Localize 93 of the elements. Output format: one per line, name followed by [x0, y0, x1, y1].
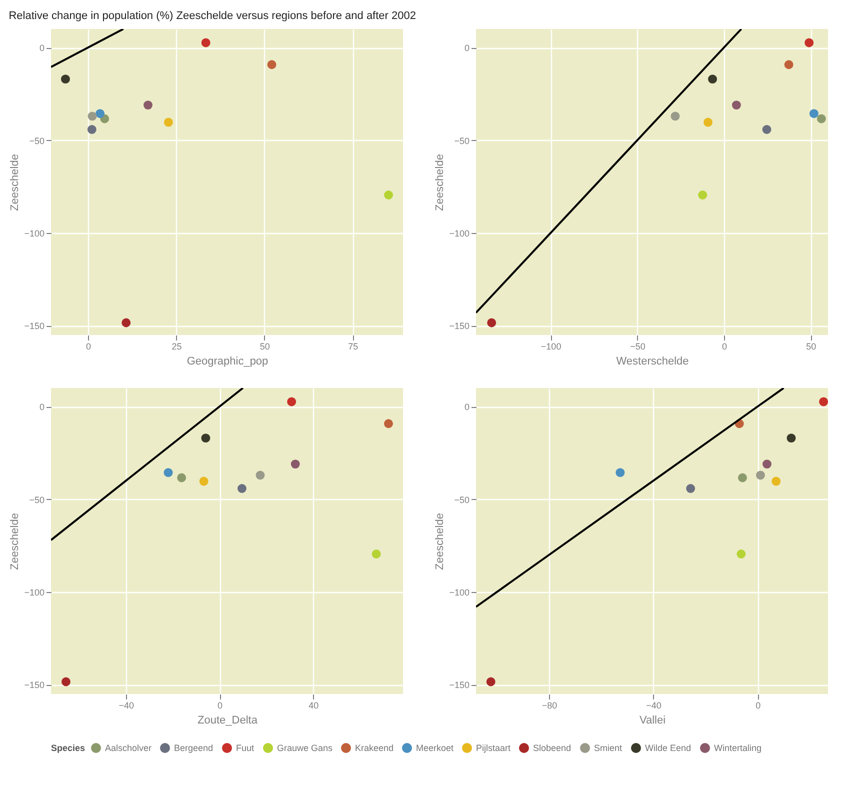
point [762, 460, 772, 468]
legend-label: Fuut [236, 743, 255, 753]
y-tick-label: −150 [449, 321, 470, 332]
point [784, 60, 794, 70]
point [164, 118, 173, 127]
point [616, 468, 625, 478]
legend-label: Meerkoet [416, 743, 454, 753]
x-axis-title: Zoute_Delta [198, 714, 258, 726]
legend-label: Wintertaling [714, 743, 762, 753]
y-tick-label: −50 [454, 494, 470, 505]
y-axis-title: Zeeschelde [434, 513, 446, 570]
x-tick-label: −40 [118, 700, 134, 710]
point [201, 38, 210, 48]
y-tick-label: −50 [29, 136, 44, 146]
x-axis-title: Westerschelde [616, 356, 689, 368]
x-tick-label: −80 [542, 700, 558, 710]
y-tick-label: 0 [464, 402, 470, 412]
legend-label: Wilde Eend [645, 743, 692, 753]
point [708, 74, 717, 84]
x-tick-label: 0 [756, 700, 761, 710]
y-tick-label: −150 [24, 321, 44, 332]
x-tick-label: −40 [646, 700, 662, 710]
point [686, 484, 696, 493]
point [809, 109, 818, 118]
point [122, 318, 131, 328]
x-tick-label: −50 [630, 342, 646, 352]
point [96, 109, 104, 118]
point [287, 397, 296, 406]
legend-title: Species [51, 743, 86, 753]
point [267, 60, 276, 70]
point [87, 125, 96, 134]
x-tick-label: 40 [308, 700, 319, 710]
point [60, 74, 70, 84]
point [819, 397, 828, 406]
point [804, 38, 814, 48]
y-tick-label: 0 [464, 43, 470, 54]
y-tick-label: −150 [449, 680, 470, 690]
y-tick-label: −100 [24, 588, 44, 598]
point [144, 100, 152, 110]
point [704, 118, 712, 127]
point [670, 112, 680, 121]
point [756, 470, 765, 480]
legend-label: Grauwe Gans [277, 743, 334, 753]
y-tick-label: −100 [449, 588, 470, 598]
point [256, 470, 265, 480]
point [62, 677, 70, 686]
x-axis-title: Geographic_pop [186, 356, 268, 368]
point [738, 473, 747, 482]
point [384, 190, 394, 200]
point [290, 460, 300, 468]
point [786, 434, 796, 443]
y-tick-label: −100 [449, 228, 470, 238]
point [736, 550, 746, 558]
point [762, 125, 772, 134]
legend-label: Bergeend [174, 743, 214, 753]
x-tick-label: 50 [806, 342, 816, 352]
point [487, 318, 496, 328]
legend-label: Pijlstaart [476, 743, 512, 753]
legend-label: Krakeend [355, 743, 394, 753]
legend-label: Slobeend [533, 743, 572, 753]
point [732, 100, 741, 110]
point [816, 114, 826, 124]
point [177, 473, 186, 482]
chart-title: Relative change in population (%) Zeeschelde versus regions before and after 2002 [8, 10, 416, 22]
x-tick-label: 25 [172, 342, 182, 352]
y-tick-label: −100 [24, 228, 44, 238]
point [772, 476, 781, 486]
y-axis-title: Zeeschelde [434, 154, 446, 211]
point [384, 419, 393, 428]
y-tick-label: −50 [454, 136, 470, 146]
y-axis-title: Zeeschelde [9, 513, 22, 570]
point [164, 468, 173, 478]
y-tick-label: −50 [29, 494, 44, 505]
x-axis-title: Vallei [639, 714, 666, 726]
y-tick-label: −150 [24, 680, 44, 690]
x-tick-label: 50 [260, 342, 270, 352]
x-tick-label: 75 [348, 342, 358, 352]
point [486, 677, 496, 686]
y-tick-label: 0 [39, 43, 44, 54]
x-tick-label: 0 [722, 342, 727, 352]
point [372, 550, 381, 558]
point [238, 484, 246, 493]
point [698, 190, 708, 200]
point [199, 476, 208, 486]
x-tick-label: 0 [86, 342, 92, 352]
legend-label: Smient [594, 743, 623, 753]
point [201, 434, 210, 443]
point [88, 112, 97, 121]
x-tick-label: −100 [540, 342, 562, 352]
y-tick-label: 0 [39, 402, 44, 412]
x-tick-label: 0 [218, 700, 223, 710]
y-axis-title: Zeeschelde [9, 154, 22, 211]
legend-label: Aalscholver [105, 743, 152, 753]
